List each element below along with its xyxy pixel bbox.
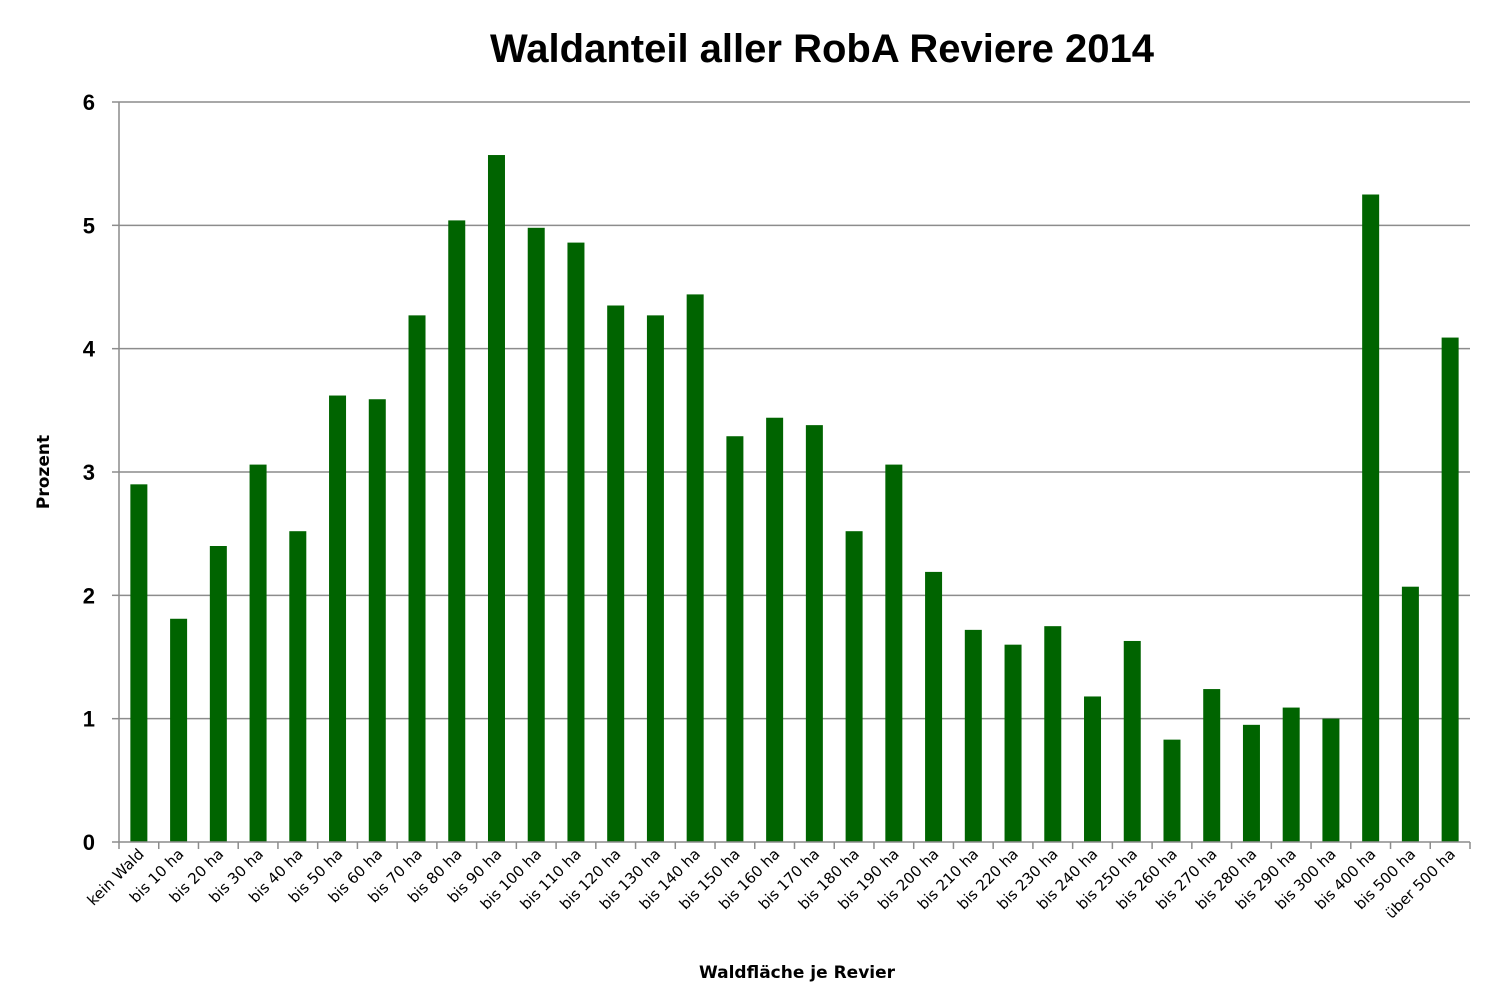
bar	[1441, 337, 1459, 842]
bar	[646, 315, 664, 842]
y-tick-label: 6	[83, 90, 95, 115]
bar	[448, 220, 466, 842]
y-tick-label: 3	[83, 460, 95, 485]
bar	[1004, 644, 1022, 842]
bar	[1401, 586, 1419, 842]
bar	[1362, 194, 1380, 842]
y-tick-label: 5	[83, 213, 95, 238]
y-tick-label: 1	[83, 707, 95, 732]
bars	[130, 155, 1459, 843]
bar	[1242, 724, 1260, 842]
bar	[925, 571, 943, 842]
bar	[1203, 689, 1221, 842]
bar	[1044, 626, 1062, 842]
bar	[766, 417, 784, 842]
bar	[289, 531, 307, 842]
bar	[249, 464, 267, 842]
bar	[964, 629, 982, 842]
bar	[130, 484, 148, 842]
bar	[527, 227, 545, 843]
y-tick-label: 4	[83, 337, 96, 362]
bar	[329, 395, 347, 842]
chart-title: Waldanteil aller RobA Reviere 2014	[490, 27, 1155, 71]
gridlines	[119, 101, 1470, 720]
bar	[368, 399, 386, 842]
bar	[805, 425, 823, 842]
bar	[1123, 640, 1141, 842]
bar	[845, 531, 863, 842]
bar	[726, 436, 744, 842]
bar	[209, 546, 227, 842]
bar	[607, 305, 625, 842]
y-tick-label: 0	[83, 830, 95, 855]
bar	[487, 155, 505, 843]
y-tick-labels: 0 1 2 3 4 5 6	[83, 90, 96, 855]
y-tick-label: 2	[83, 583, 95, 608]
bar	[1084, 696, 1102, 842]
bar	[567, 242, 585, 843]
bar	[1163, 739, 1181, 842]
bar	[1282, 707, 1300, 842]
x-axis-label: Waldfläche je Revier	[699, 963, 896, 983]
y-axis-label: Prozent	[34, 435, 54, 509]
bar	[1322, 718, 1340, 842]
bar	[170, 618, 188, 842]
bar	[885, 464, 903, 842]
bar	[686, 294, 704, 842]
bar	[408, 315, 426, 842]
axes	[112, 101, 1471, 849]
